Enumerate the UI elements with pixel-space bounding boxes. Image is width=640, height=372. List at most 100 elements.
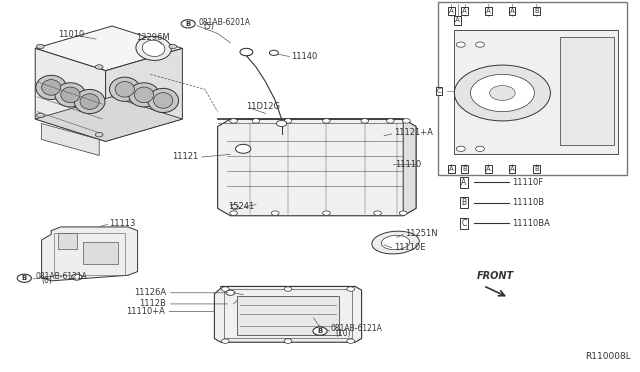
Polygon shape bbox=[42, 227, 138, 281]
Ellipse shape bbox=[55, 83, 86, 107]
Polygon shape bbox=[35, 97, 182, 141]
Circle shape bbox=[271, 211, 279, 215]
Circle shape bbox=[387, 119, 394, 123]
Circle shape bbox=[284, 119, 292, 123]
Text: 11110+A: 11110+A bbox=[126, 307, 165, 316]
Circle shape bbox=[323, 211, 330, 215]
Text: C: C bbox=[436, 88, 442, 94]
Circle shape bbox=[347, 287, 355, 291]
Circle shape bbox=[476, 146, 484, 151]
Polygon shape bbox=[560, 37, 614, 145]
Text: 11140: 11140 bbox=[291, 52, 317, 61]
Circle shape bbox=[236, 144, 251, 153]
Text: A: A bbox=[509, 166, 515, 172]
Circle shape bbox=[252, 119, 260, 123]
Circle shape bbox=[240, 48, 253, 56]
Text: 11110E: 11110E bbox=[394, 243, 425, 252]
Ellipse shape bbox=[134, 87, 154, 103]
Circle shape bbox=[221, 339, 229, 343]
Circle shape bbox=[403, 119, 410, 123]
Circle shape bbox=[95, 132, 103, 137]
Circle shape bbox=[284, 287, 292, 291]
Text: (5): (5) bbox=[204, 22, 214, 31]
Text: R110008L: R110008L bbox=[585, 352, 630, 361]
Circle shape bbox=[276, 121, 287, 126]
Ellipse shape bbox=[36, 75, 67, 99]
Circle shape bbox=[230, 211, 237, 215]
Text: A: A bbox=[486, 8, 491, 14]
Text: A: A bbox=[449, 8, 454, 14]
Ellipse shape bbox=[148, 89, 179, 112]
Text: 11110: 11110 bbox=[395, 160, 421, 169]
Circle shape bbox=[374, 211, 381, 215]
Circle shape bbox=[476, 42, 484, 47]
Text: B: B bbox=[534, 8, 539, 14]
Polygon shape bbox=[42, 124, 99, 155]
Text: 11121+A: 11121+A bbox=[394, 128, 433, 137]
Circle shape bbox=[490, 86, 515, 100]
Text: 11126A: 11126A bbox=[134, 288, 166, 297]
Text: 11113: 11113 bbox=[109, 219, 135, 228]
Text: 081AB-6201A: 081AB-6201A bbox=[198, 18, 250, 27]
Text: B: B bbox=[22, 275, 27, 281]
Text: 11110F: 11110F bbox=[512, 178, 543, 187]
Circle shape bbox=[95, 65, 103, 69]
Circle shape bbox=[454, 65, 550, 121]
Text: 1112B: 1112B bbox=[140, 299, 166, 308]
Text: A: A bbox=[461, 178, 467, 187]
Polygon shape bbox=[106, 48, 182, 141]
Circle shape bbox=[347, 339, 355, 343]
Text: 12296M: 12296M bbox=[136, 33, 170, 42]
Text: A: A bbox=[509, 8, 515, 14]
Ellipse shape bbox=[80, 94, 99, 109]
Circle shape bbox=[284, 339, 292, 343]
Text: A: A bbox=[449, 166, 454, 172]
Polygon shape bbox=[230, 205, 240, 210]
Text: A: A bbox=[455, 17, 460, 23]
Text: (6): (6) bbox=[42, 276, 52, 285]
Circle shape bbox=[72, 274, 82, 280]
Text: B: B bbox=[317, 328, 323, 334]
Ellipse shape bbox=[115, 81, 134, 97]
Circle shape bbox=[456, 42, 465, 47]
Ellipse shape bbox=[109, 77, 140, 101]
Ellipse shape bbox=[372, 231, 419, 254]
Circle shape bbox=[17, 274, 31, 282]
Circle shape bbox=[36, 44, 44, 49]
Text: B: B bbox=[461, 198, 467, 207]
Circle shape bbox=[361, 119, 369, 123]
Ellipse shape bbox=[136, 36, 172, 60]
Text: A: A bbox=[486, 166, 491, 172]
Text: FRONT: FRONT bbox=[477, 271, 514, 281]
Text: B: B bbox=[186, 21, 191, 27]
Text: 081AB-6121A: 081AB-6121A bbox=[35, 272, 87, 280]
Circle shape bbox=[226, 290, 235, 295]
Circle shape bbox=[470, 74, 534, 112]
Ellipse shape bbox=[154, 93, 173, 108]
Text: B: B bbox=[462, 166, 467, 172]
Text: 11110B: 11110B bbox=[512, 198, 544, 207]
Polygon shape bbox=[214, 286, 362, 342]
Ellipse shape bbox=[61, 87, 80, 103]
Polygon shape bbox=[218, 119, 416, 216]
Circle shape bbox=[313, 327, 327, 335]
Polygon shape bbox=[58, 232, 77, 249]
Text: 11121: 11121 bbox=[172, 153, 198, 161]
Circle shape bbox=[456, 146, 465, 151]
Text: (10): (10) bbox=[335, 329, 351, 338]
Circle shape bbox=[36, 113, 44, 118]
Polygon shape bbox=[237, 296, 339, 335]
Ellipse shape bbox=[42, 80, 61, 95]
Text: 11110BA: 11110BA bbox=[512, 219, 550, 228]
Bar bbox=[438, 2, 627, 175]
Text: C: C bbox=[461, 219, 467, 228]
Text: B: B bbox=[534, 166, 539, 172]
Polygon shape bbox=[35, 26, 182, 71]
Text: 11D12G: 11D12G bbox=[246, 102, 280, 110]
Text: 15241: 15241 bbox=[228, 202, 254, 211]
Circle shape bbox=[399, 211, 407, 215]
Circle shape bbox=[323, 119, 330, 123]
Ellipse shape bbox=[142, 40, 165, 57]
Polygon shape bbox=[83, 242, 118, 264]
Polygon shape bbox=[403, 119, 416, 216]
